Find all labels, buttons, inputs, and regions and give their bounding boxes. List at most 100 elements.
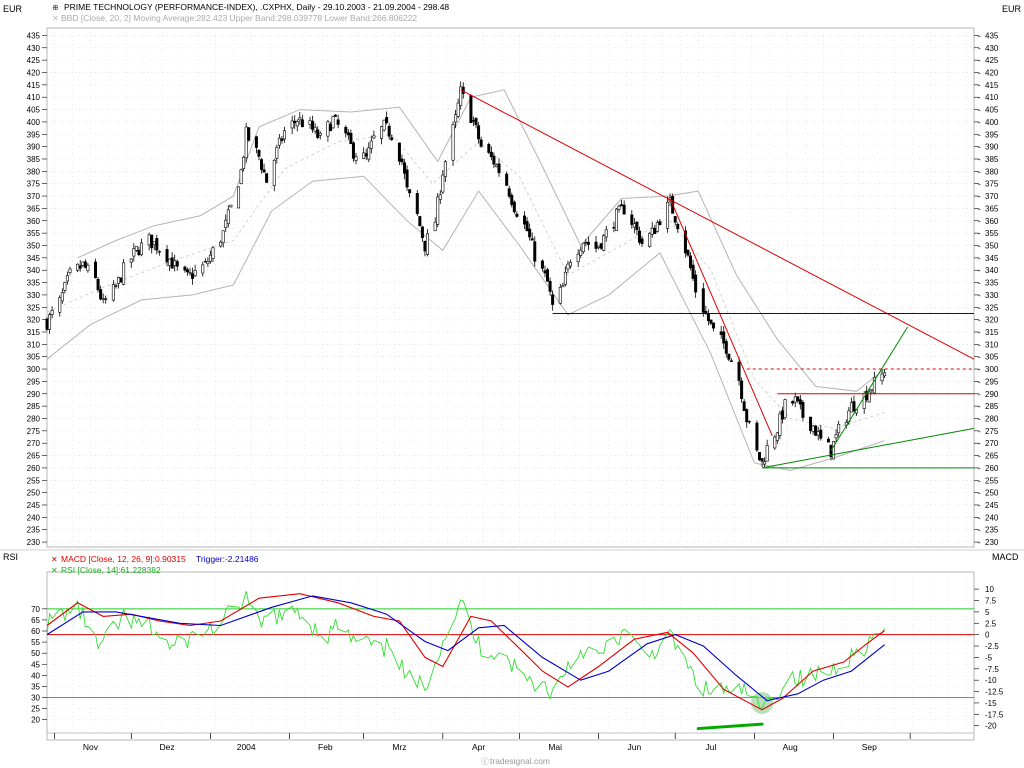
candle-body — [173, 260, 177, 266]
candle-body — [479, 139, 483, 147]
y-tick-label-right: 270 — [985, 439, 999, 448]
y-tick-label-left: 255 — [27, 476, 41, 485]
pin-icon[interactable]: ⊕ — [52, 3, 59, 12]
y-tick-label-right: 320 — [985, 316, 999, 325]
candle-body — [170, 257, 174, 269]
y-tick-label-left: 375 — [27, 180, 41, 189]
candle-body — [530, 238, 534, 241]
y-tick-label-left: 230 — [27, 538, 41, 547]
y-tick-dash-right: - — [978, 513, 981, 522]
month-label: Dez — [159, 742, 174, 752]
close-indicator-icon[interactable]: ✕ — [52, 14, 59, 23]
candle-body — [494, 164, 498, 167]
y-tick-label-right: 235 — [985, 526, 999, 535]
candle-body — [773, 436, 777, 449]
downtrend-line — [460, 89, 975, 360]
y-tick-label-right: 435 — [985, 31, 999, 40]
candle-body — [617, 205, 621, 210]
candle-body — [318, 133, 322, 136]
y-tick-label-left: 390 — [27, 143, 41, 152]
month-label: Mai — [548, 742, 562, 752]
candle-body — [543, 270, 547, 274]
y-tick-label-left: 370 — [27, 192, 41, 201]
candle-body — [630, 214, 634, 225]
candle-body — [400, 158, 404, 163]
y-tick-label-right: 370 — [985, 192, 999, 201]
candle-body — [418, 216, 422, 227]
candle-body — [229, 204, 233, 208]
y-tick-label-left: 415 — [27, 81, 41, 90]
candle-body — [203, 260, 207, 263]
candle-body — [277, 137, 281, 146]
y-tick-label-right: 240 — [985, 513, 999, 522]
y-tick-label-right: 330 — [985, 291, 999, 300]
candle-body — [648, 232, 652, 247]
candle-body — [584, 241, 588, 244]
y-tick-dash-right: - — [978, 526, 981, 535]
candle-body — [334, 114, 338, 117]
y-tick-dash-right: - — [978, 501, 981, 510]
candle-body — [403, 162, 407, 174]
y-tick-label-right: 260 — [985, 464, 999, 473]
rsi-tick-label: 60 — [31, 627, 40, 636]
candle-body — [293, 120, 297, 124]
candle-body — [129, 258, 133, 263]
close-rsi-icon[interactable]: ✕ — [51, 566, 58, 575]
candle-body — [165, 249, 169, 263]
candle-body — [755, 422, 759, 451]
y-tick-label-right: 415 — [985, 81, 999, 90]
watermark-icon: ⓒ — [481, 757, 489, 766]
y-tick-label-right: 385 — [985, 155, 999, 164]
left-unit-label: EUR — [3, 4, 23, 14]
macd-tick-label: -10 — [985, 676, 997, 685]
candle-body — [474, 118, 478, 126]
y-tick-label-right: 275 — [985, 427, 999, 436]
candle-body — [763, 461, 767, 465]
rsi-tick-label: 70 — [31, 605, 40, 614]
y-tick-label-left: 405 — [27, 106, 41, 115]
y-tick-dash-right: - — [978, 68, 981, 77]
candle-body — [775, 432, 779, 441]
candle-body — [94, 261, 98, 278]
candle-body — [369, 140, 373, 149]
candle-body — [872, 377, 876, 394]
candle-body — [563, 271, 567, 285]
candle-body — [469, 95, 473, 124]
y-tick-label-left: 425 — [27, 56, 41, 65]
y-tick-label-right: 375 — [985, 180, 999, 189]
y-tick-label-left: 320 — [27, 316, 41, 325]
macd-tick-label: -2.5 — [985, 642, 999, 651]
y-tick-label-left: 235 — [27, 526, 41, 535]
candle-body — [372, 135, 376, 139]
y-tick-dash-right: - — [978, 464, 981, 473]
candle-body — [257, 150, 261, 157]
y-tick-dash-right: - — [978, 279, 981, 288]
rising-support — [761, 427, 975, 469]
candle-body — [614, 208, 618, 231]
candle-body — [558, 287, 562, 304]
rsi-line — [46, 591, 886, 709]
y-tick-label-left: 395 — [27, 130, 41, 139]
candle-body — [242, 156, 246, 169]
y-tick-label-right: 335 — [985, 279, 999, 288]
candle-body — [515, 213, 519, 217]
candle-body — [594, 241, 598, 249]
close-macd-icon[interactable]: ✕ — [51, 555, 58, 564]
candle-body — [152, 241, 156, 246]
right-unit-label: EUR — [1002, 4, 1022, 14]
trigger-legend: Trigger:-2.21486 — [196, 554, 259, 564]
y-tick-label-left: 325 — [27, 303, 41, 312]
candle-body — [722, 331, 726, 344]
candle-body — [811, 425, 815, 432]
candle-body — [727, 353, 731, 360]
candle-body — [778, 413, 782, 436]
candle-body — [193, 270, 197, 277]
y-tick-dash-right: - — [978, 31, 981, 40]
candle-body — [581, 242, 585, 253]
candle-body — [219, 241, 223, 247]
candle-body — [224, 219, 228, 228]
candle-body — [362, 152, 366, 159]
candle-body — [438, 194, 442, 200]
macd-tick-label: 0 — [985, 631, 990, 640]
y-tick-label-left: 385 — [27, 155, 41, 164]
